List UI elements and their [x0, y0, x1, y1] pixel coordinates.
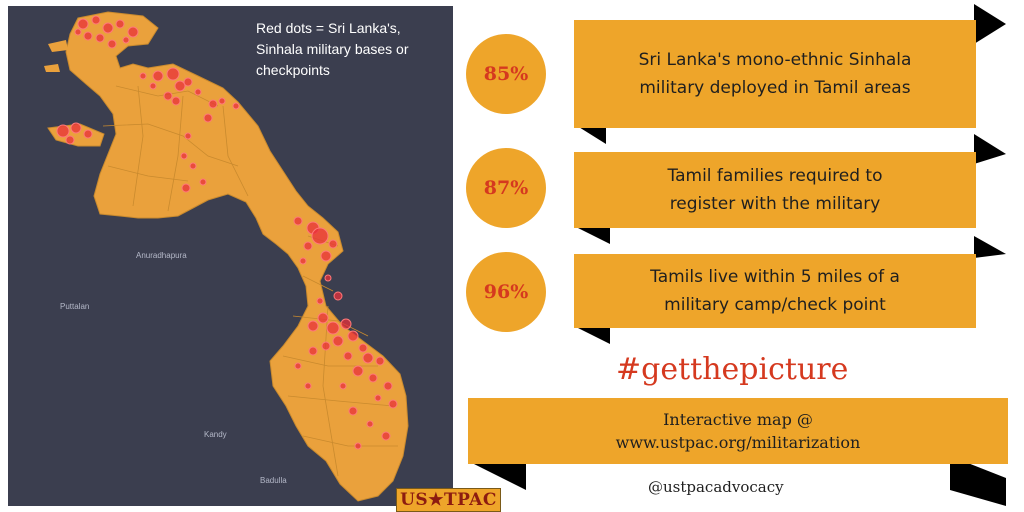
islet: [48, 40, 68, 52]
stat-percent-circle: 96%: [466, 252, 546, 332]
stat-percent-circle: 85%: [466, 34, 546, 114]
place-label-kandy: Kandy: [204, 430, 227, 439]
place-label-anuradhapura: Anuradhapura: [136, 251, 187, 260]
ribbon-folds: [574, 4, 1006, 144]
place-label-badulla: Badulla: [260, 476, 287, 485]
stat-text-panel: Tamils live within 5 miles of a military …: [574, 254, 976, 328]
stat-ribbon: Tamils live within 5 miles of a military …: [570, 236, 1010, 346]
stat-percent-circle: 87%: [466, 148, 546, 228]
ribbon-folds: [574, 134, 1006, 244]
district-boundaries: [102, 85, 398, 477]
stat-ribbon: Tamil families required to register with …: [570, 134, 1010, 244]
social-handle[interactable]: @ustpacadvocacy: [648, 478, 784, 496]
interactive-map-banner: Interactive map @ www.ustpac.org/militari…: [466, 396, 1024, 506]
ustpac-logo: US★TPAC: [396, 488, 501, 512]
stat-text-line: military deployed in Tamil areas: [639, 78, 911, 98]
ribbon-folds: [574, 236, 1006, 344]
banner-text-line: Interactive map @: [663, 410, 813, 429]
stat-text-line: Sri Lanka's mono-ethnic Sinhala: [638, 50, 912, 70]
stat-text-panel: Sri Lanka's mono-ethnic Sinhala military …: [574, 20, 976, 128]
islet: [44, 64, 60, 72]
map-legend: Red dots = Sri Lanka's, Sinhala military…: [256, 20, 409, 78]
map-graphic: [44, 11, 409, 502]
stat-text-line: register with the military: [669, 194, 881, 214]
banner-folds: [470, 456, 1006, 506]
banner-text-panel: Interactive map @ www.ustpac.org/militari…: [468, 398, 1008, 464]
checkpoint-dots: [56, 15, 398, 450]
stat-text-panel: Tamil families required to register with …: [574, 152, 976, 228]
interactive-map-link[interactable]: www.ustpac.org/militarization: [615, 433, 861, 452]
stat-text-line: military camp/check point: [664, 295, 886, 315]
place-label-puttalan: Puttalan: [60, 302, 90, 311]
tamil-areas-land: [65, 11, 409, 502]
militarization-map: Red dots = Sri Lanka's, Sinhala military…: [8, 6, 453, 506]
stat-ribbon: Sri Lanka's mono-ethnic Sinhala military …: [570, 4, 1010, 150]
stat-text-line: Tamils live within 5 miles of a: [650, 267, 900, 287]
hashtag: #getthepicture: [616, 352, 849, 387]
stat-text-line: Tamil families required to: [667, 166, 883, 186]
